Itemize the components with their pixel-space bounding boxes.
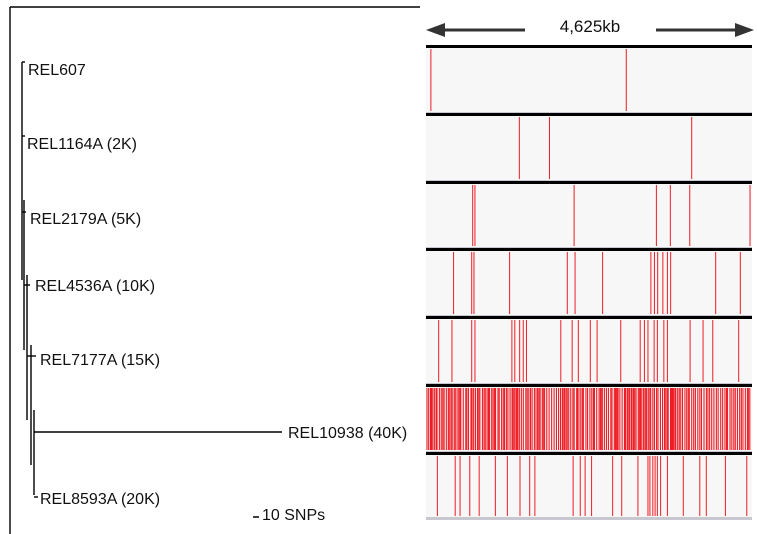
genome-track-rel4536a bbox=[426, 251, 752, 315]
genome-length-label: 4,625kb bbox=[560, 17, 621, 36]
track-border bbox=[426, 384, 752, 387]
genome-track-rel607 bbox=[426, 48, 752, 112]
scale-bar-label: 10 SNPs bbox=[262, 507, 325, 524]
strain-label-rel10938: REL10938 (40K) bbox=[288, 425, 407, 442]
track-separator bbox=[426, 517, 752, 520]
genome-track-rel7177a bbox=[426, 319, 752, 383]
phylogenetic-tree bbox=[21, 61, 282, 498]
strain-label-rel607: REL607 bbox=[28, 62, 86, 79]
genome-track-rel2179a bbox=[426, 184, 752, 247]
strain-label-rel8593a: REL8593A (20K) bbox=[40, 491, 160, 508]
genome-length-indicator: 4,625kb bbox=[426, 17, 754, 37]
strain-label-rel4536a: REL4536A (10K) bbox=[35, 278, 155, 295]
genome-tracks bbox=[426, 45, 752, 520]
strain-label-rel2179a: REL2179A (5K) bbox=[30, 211, 141, 228]
arrowhead-right-icon bbox=[735, 23, 754, 37]
track-border bbox=[426, 181, 752, 184]
genome-track-rel1164a bbox=[426, 116, 752, 180]
genome-track-rel8593a bbox=[426, 455, 752, 517]
track-border bbox=[426, 113, 752, 116]
track-border bbox=[426, 452, 752, 455]
track-border bbox=[426, 316, 752, 319]
track-border bbox=[426, 248, 752, 251]
arrowhead-left-icon bbox=[426, 23, 445, 37]
strain-label-rel7177a: REL7177A (15K) bbox=[40, 352, 160, 369]
track-border bbox=[426, 45, 752, 48]
strain-label-rel1164a: REL1164A (2K) bbox=[27, 136, 137, 153]
